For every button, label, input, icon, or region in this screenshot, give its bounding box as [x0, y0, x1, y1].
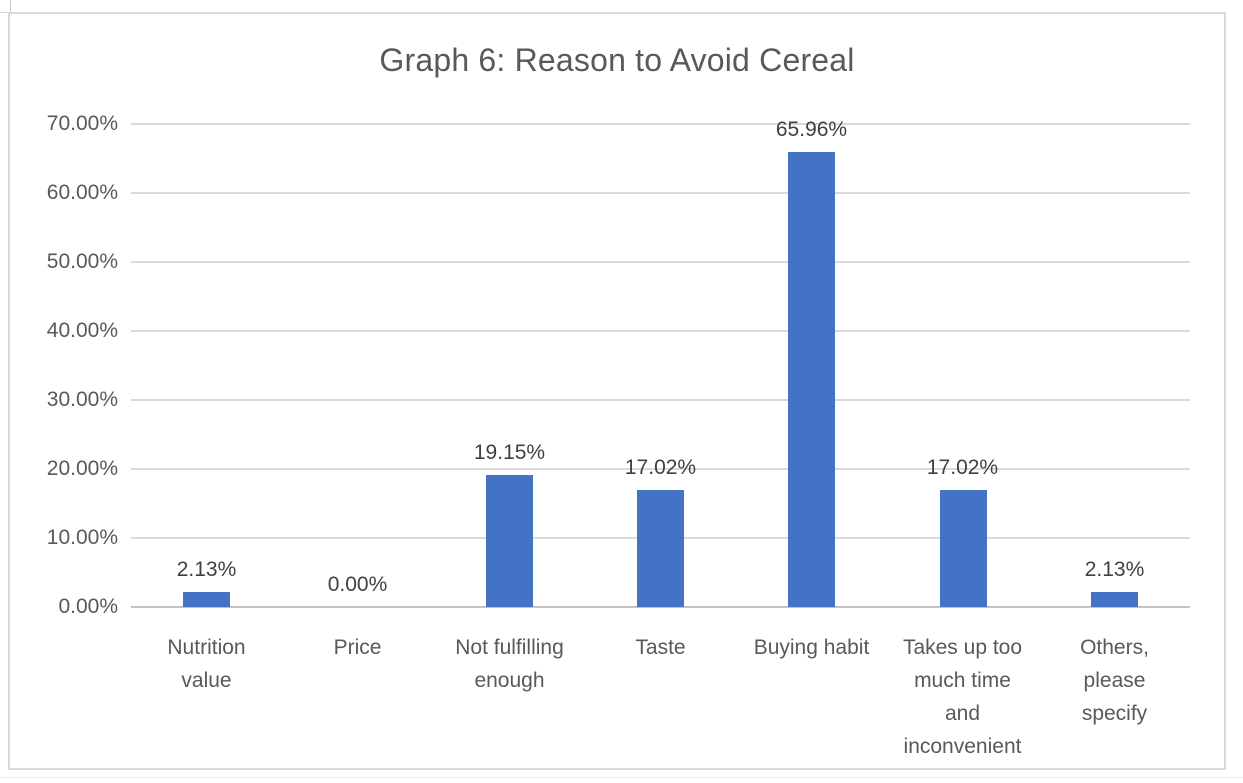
x-axis-line: [131, 606, 1190, 608]
gridline: [131, 261, 1190, 263]
y-axis-tick-label: 0.00%: [58, 595, 118, 618]
x-category-label: Taste: [635, 636, 686, 659]
bar-7[interactable]: [1091, 592, 1138, 607]
bar-1[interactable]: [183, 592, 230, 607]
y-axis-tick-label: 20.00%: [46, 457, 118, 480]
x-category-label: Takes up too much time and inconvenient: [902, 636, 1023, 758]
gridline: [131, 399, 1190, 401]
bar-value-label: 17.02%: [926, 456, 999, 479]
bar-value-label: 19.15%: [473, 441, 546, 464]
plot-area: 2.13% 0.00% 19.15% 17.02% 65.96% 17.02% 2.13%: [131, 118, 1190, 608]
y-axis-tick-label: 40.00%: [46, 319, 118, 342]
sheet-gridline-horizontal-bottom: [0, 777, 1243, 778]
x-category-label: Nutrition value: [167, 636, 246, 692]
x-category-label: Others, please specify: [1080, 636, 1149, 725]
sheet-gridline-horizontal: [0, 12, 10, 13]
bar-4[interactable]: [637, 490, 684, 607]
bar-value-label: 65.96%: [775, 118, 848, 141]
y-axis-tick-label: 10.00%: [46, 526, 118, 549]
gridline: [131, 468, 1190, 470]
bar-value-label: 2.13%: [1084, 558, 1145, 581]
y-axis-tick-label: 50.00%: [46, 250, 118, 273]
bar-value-label: 17.02%: [624, 456, 697, 479]
chart-object[interactable]: Graph 6: Reason to Avoid Cereal 2.13% 0.0…: [8, 12, 1226, 770]
x-category-label: Not fulfilling enough: [455, 636, 564, 692]
chart-title: Graph 6: Reason to Avoid Cereal: [379, 42, 855, 78]
y-axis-tick-label: 70.00%: [46, 112, 118, 135]
y-axis-tick-label: 30.00%: [46, 388, 118, 411]
bar-value-label: 2.13%: [176, 558, 237, 581]
x-category-label: Buying habit: [753, 636, 870, 659]
gridline: [131, 123, 1190, 125]
gridline: [131, 330, 1190, 332]
gridline: [131, 192, 1190, 194]
bar-6[interactable]: [940, 490, 987, 607]
bar-3[interactable]: [486, 475, 533, 607]
y-axis-tick-label: 60.00%: [46, 181, 118, 204]
bar-value-label: 0.00%: [327, 573, 388, 596]
bar-5[interactable]: [788, 152, 835, 607]
sheet-gridline-vertical: [10, 0, 11, 13]
x-category-label: Price: [333, 636, 382, 659]
